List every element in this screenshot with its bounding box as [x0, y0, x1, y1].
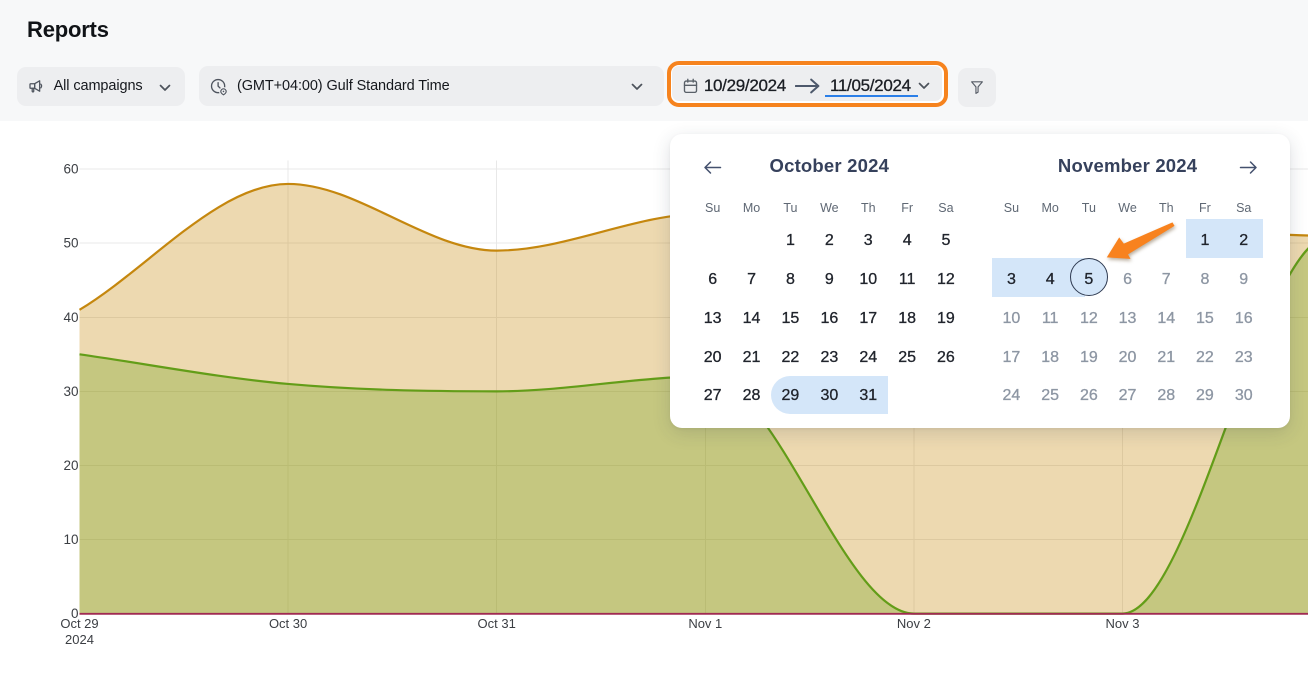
svg-text:40: 40	[63, 310, 78, 325]
svg-text:30: 30	[63, 384, 78, 399]
svg-text:60: 60	[63, 162, 78, 177]
svg-text:Nov 2: Nov 2	[897, 616, 931, 631]
svg-text:Oct 29: Oct 29	[60, 616, 98, 631]
svg-text:0: 0	[71, 606, 79, 621]
svg-text:20: 20	[63, 458, 78, 473]
svg-text:10: 10	[63, 532, 78, 547]
svg-text:50: 50	[63, 236, 78, 251]
svg-text:Nov 1: Nov 1	[688, 616, 722, 631]
svg-text:Oct 31: Oct 31	[478, 616, 516, 631]
svg-text:Oct 30: Oct 30	[269, 616, 307, 631]
svg-text:Nov 3: Nov 3	[1106, 616, 1140, 631]
svg-text:2024: 2024	[65, 632, 94, 647]
